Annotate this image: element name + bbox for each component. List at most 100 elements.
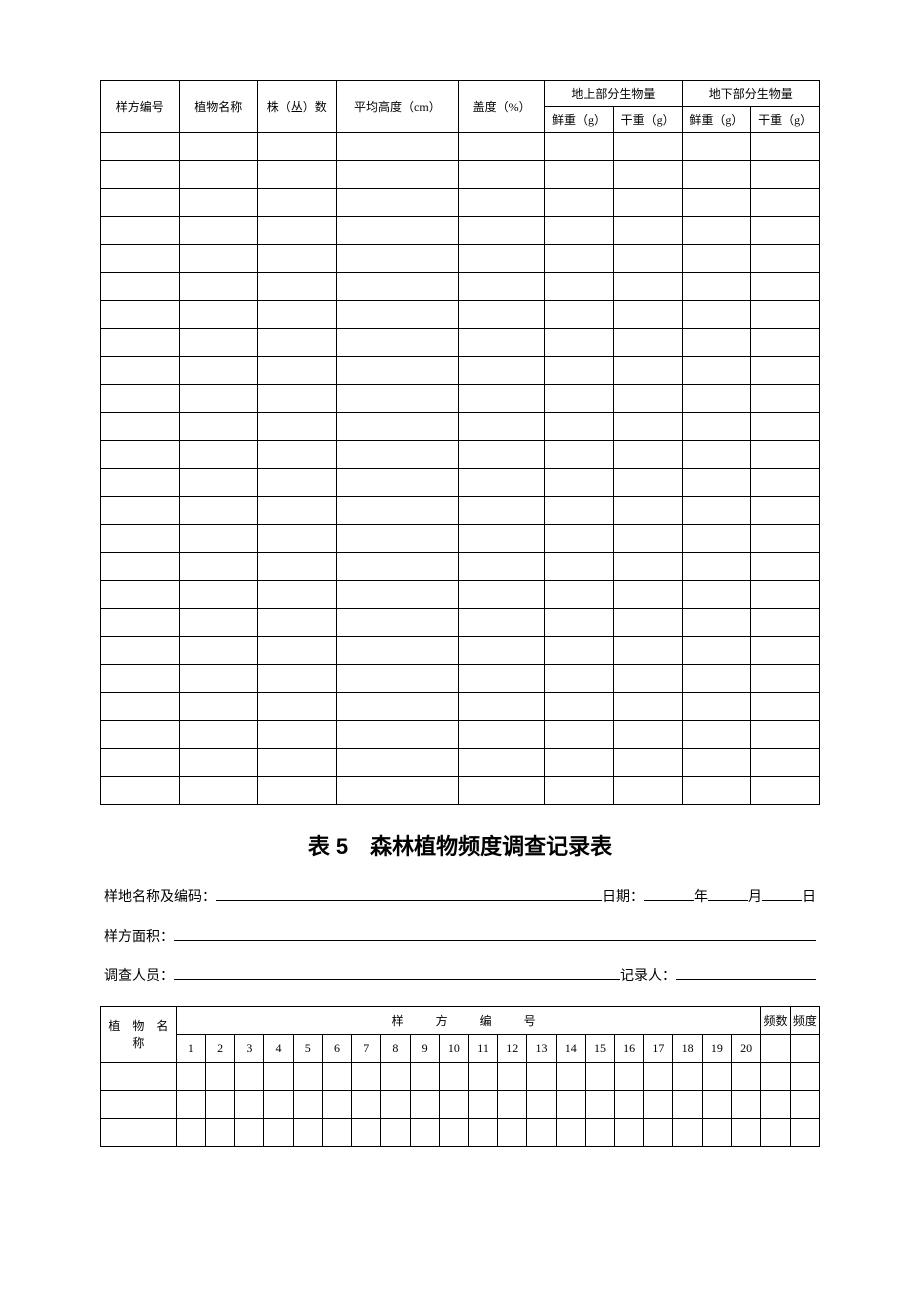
table-cell[interactable] — [179, 357, 258, 385]
table-cell[interactable] — [731, 1118, 761, 1146]
table-cell[interactable] — [101, 637, 180, 665]
table-cell[interactable] — [101, 441, 180, 469]
table-cell[interactable] — [459, 133, 545, 161]
table-cell[interactable] — [613, 777, 682, 805]
table-cell[interactable] — [527, 1062, 556, 1090]
table-cell[interactable] — [545, 525, 614, 553]
table-cell[interactable] — [761, 1062, 790, 1090]
table-cell[interactable] — [702, 1062, 731, 1090]
table-cell[interactable] — [751, 133, 820, 161]
table-cell[interactable] — [205, 1062, 234, 1090]
table-cell[interactable] — [176, 1062, 205, 1090]
table-cell[interactable] — [258, 133, 337, 161]
table-cell[interactable] — [336, 329, 459, 357]
table-cell[interactable] — [702, 1118, 731, 1146]
table-cell[interactable] — [545, 581, 614, 609]
table-cell[interactable] — [751, 665, 820, 693]
table-cell[interactable] — [258, 497, 337, 525]
table-cell[interactable] — [101, 581, 180, 609]
table-cell[interactable] — [459, 385, 545, 413]
table-cell[interactable] — [459, 525, 545, 553]
table-cell[interactable] — [439, 1090, 468, 1118]
table-cell[interactable] — [336, 413, 459, 441]
table-cell[interactable] — [682, 721, 751, 749]
table-cell[interactable] — [751, 217, 820, 245]
table-cell[interactable] — [682, 665, 751, 693]
table-cell[interactable] — [644, 1062, 673, 1090]
table-cell[interactable] — [751, 413, 820, 441]
table-cell[interactable] — [556, 1118, 585, 1146]
table-cell[interactable] — [613, 273, 682, 301]
table-cell[interactable] — [352, 1118, 381, 1146]
table-cell[interactable] — [615, 1118, 644, 1146]
table-cell[interactable] — [352, 1090, 381, 1118]
table-cell[interactable] — [545, 777, 614, 805]
table-cell[interactable] — [264, 1062, 293, 1090]
table-cell[interactable] — [498, 1090, 527, 1118]
table-cell[interactable] — [336, 609, 459, 637]
table-cell[interactable] — [751, 441, 820, 469]
table-cell[interactable] — [556, 1090, 585, 1118]
table-cell[interactable] — [258, 161, 337, 189]
table-cell[interactable] — [179, 441, 258, 469]
table-cell[interactable] — [585, 1090, 614, 1118]
table-cell[interactable] — [258, 413, 337, 441]
table-cell[interactable] — [682, 357, 751, 385]
table-cell[interactable] — [179, 189, 258, 217]
table-cell[interactable] — [613, 161, 682, 189]
table-cell[interactable] — [101, 217, 180, 245]
table-cell[interactable] — [545, 357, 614, 385]
table-cell[interactable] — [336, 161, 459, 189]
table-cell[interactable] — [176, 1118, 205, 1146]
table-cell[interactable] — [702, 1090, 731, 1118]
table-cell[interactable] — [545, 301, 614, 329]
table-cell[interactable] — [751, 245, 820, 273]
table-cell[interactable] — [613, 217, 682, 245]
table-cell[interactable] — [336, 469, 459, 497]
table-cell[interactable] — [751, 385, 820, 413]
table-cell[interactable] — [682, 385, 751, 413]
table-cell[interactable] — [613, 553, 682, 581]
table-cell[interactable] — [101, 413, 180, 441]
table-cell[interactable] — [381, 1118, 410, 1146]
table-cell[interactable] — [258, 469, 337, 497]
table-cell[interactable] — [352, 1062, 381, 1090]
table-cell[interactable] — [322, 1118, 351, 1146]
table-cell[interactable] — [585, 1118, 614, 1146]
table-cell[interactable] — [101, 693, 180, 721]
table-cell[interactable] — [336, 301, 459, 329]
table-cell[interactable] — [264, 1090, 293, 1118]
table-cell[interactable] — [459, 441, 545, 469]
table-cell[interactable] — [179, 637, 258, 665]
table-cell[interactable] — [179, 385, 258, 413]
table-cell[interactable] — [751, 357, 820, 385]
table-cell[interactable] — [179, 609, 258, 637]
table-cell[interactable] — [468, 1118, 497, 1146]
table-cell[interactable] — [527, 1090, 556, 1118]
table-cell[interactable] — [336, 357, 459, 385]
table-cell[interactable] — [615, 1062, 644, 1090]
table-cell[interactable] — [235, 1118, 264, 1146]
table-cell[interactable] — [235, 1062, 264, 1090]
table-cell[interactable] — [101, 777, 180, 805]
table-cell[interactable] — [682, 413, 751, 441]
table-cell[interactable] — [258, 749, 337, 777]
table-cell[interactable] — [545, 161, 614, 189]
table-cell[interactable] — [682, 609, 751, 637]
table-cell[interactable] — [258, 553, 337, 581]
table-cell[interactable] — [101, 1090, 177, 1118]
table-cell[interactable] — [258, 357, 337, 385]
table-cell[interactable] — [459, 217, 545, 245]
table-cell[interactable] — [293, 1090, 322, 1118]
table-cell[interactable] — [179, 553, 258, 581]
table-cell[interactable] — [179, 245, 258, 273]
table-cell[interactable] — [336, 273, 459, 301]
table-cell[interactable] — [179, 161, 258, 189]
table-cell[interactable] — [761, 1118, 790, 1146]
table-cell[interactable] — [682, 637, 751, 665]
table-cell[interactable] — [101, 525, 180, 553]
table-cell[interactable] — [613, 665, 682, 693]
table-cell[interactable] — [179, 693, 258, 721]
table-cell[interactable] — [459, 609, 545, 637]
table-cell[interactable] — [258, 665, 337, 693]
